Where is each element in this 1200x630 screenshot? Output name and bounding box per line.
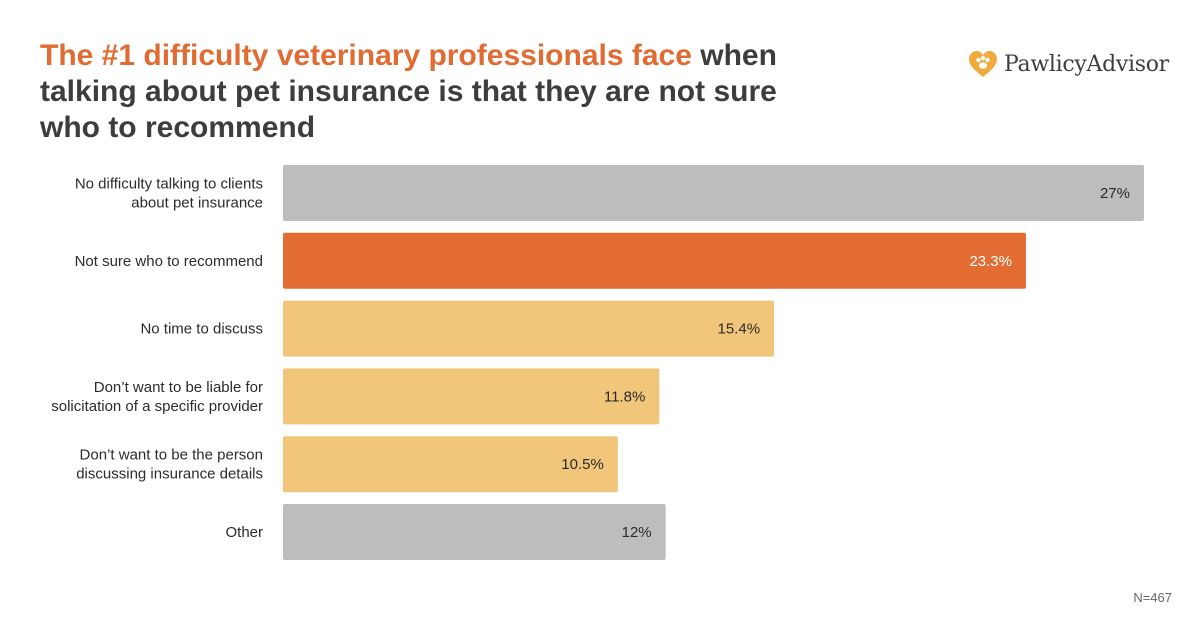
category-label-2: No time to discuss <box>140 321 263 338</box>
data-label-1: 23.3% <box>969 253 1012 270</box>
category-label-1: Not sure who to recommend <box>75 253 263 270</box>
data-label-0: 27% <box>1100 185 1130 202</box>
category-label-5: Other <box>225 524 263 541</box>
data-label-5: 12% <box>622 524 652 541</box>
data-label-4: 10.5% <box>561 456 604 473</box>
category-label-0: No difficulty talking to clients about pe… <box>75 176 263 212</box>
heart-paw-icon <box>969 51 997 77</box>
sample-size-note: N=467 <box>1133 590 1172 605</box>
bar-5 <box>283 504 666 560</box>
chart-title: The #1 difficulty veterinary professiona… <box>40 38 830 146</box>
brand-logo: PawlicyAdvisor <box>968 44 1169 84</box>
bar-3 <box>283 368 660 425</box>
data-label-3: 11.8% <box>604 388 645 405</box>
bar-2 <box>283 300 775 357</box>
chart-title-rest: when talking about pet insurance is that… <box>40 39 777 144</box>
chart-title-highlight: The #1 difficulty veterinary professiona… <box>40 39 692 72</box>
category-label-3: Don’t want to be liable for solicitation … <box>51 379 263 415</box>
brand-name: PawlicyAdvisor <box>1004 51 1169 77</box>
bar-1 <box>283 232 1027 289</box>
bar-0 <box>283 165 1144 221</box>
category-label-4: Don’t want to be the person discussing in… <box>76 447 263 483</box>
bar-4 <box>283 436 618 493</box>
data-label-2: 15.4% <box>718 321 761 338</box>
